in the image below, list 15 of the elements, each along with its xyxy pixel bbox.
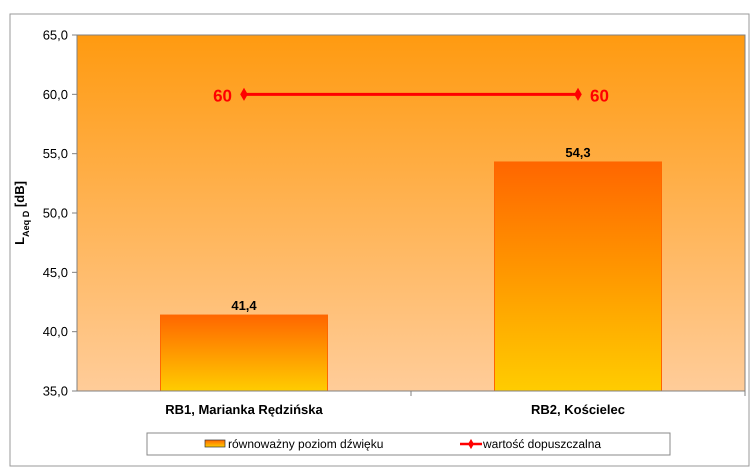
data-label: 60 bbox=[213, 86, 232, 106]
legend-label: równoważny poziom dźwięku bbox=[228, 437, 384, 452]
data-label: 41,4 bbox=[231, 298, 258, 314]
y-tick-label: 65,0 bbox=[42, 28, 68, 43]
y-tick-label: 45,0 bbox=[42, 264, 68, 280]
y-tick-label: 60,0 bbox=[42, 86, 68, 102]
data-label: 60 bbox=[590, 86, 609, 106]
data-label: 54,3 bbox=[565, 144, 591, 160]
y-tick-label: 35,0 bbox=[42, 384, 68, 399]
x-tick-label: RB1, Marianka Rędzińska bbox=[165, 402, 324, 417]
y-tick-label: 50,0 bbox=[42, 206, 68, 221]
y-tick-label: 55,0 bbox=[42, 146, 68, 162]
legend-label: wartość dopuszczalna bbox=[482, 437, 602, 452]
x-tick-label: RB2, Kościelec bbox=[531, 402, 625, 417]
y-tick-label: 40,0 bbox=[42, 324, 68, 340]
